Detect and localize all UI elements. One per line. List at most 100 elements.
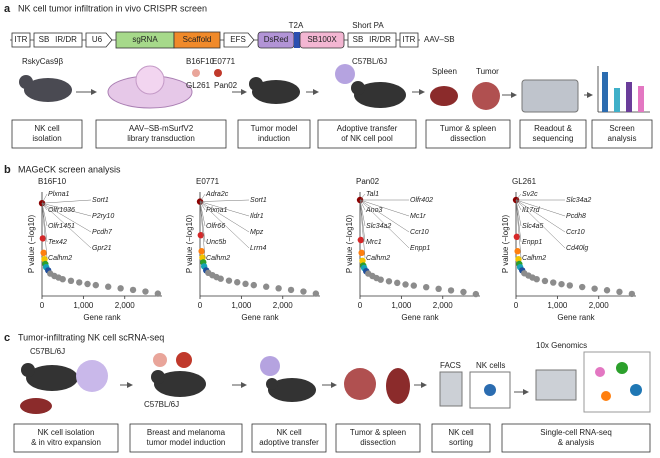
chart-title: GL261 [512, 177, 537, 186]
step-label: AAV–SB-mSurfV2 [129, 124, 194, 133]
x-tick-label: 1,000 [73, 301, 94, 310]
gene-label: Olfr1036 [48, 207, 75, 214]
point [385, 278, 393, 285]
point [447, 287, 455, 294]
construct-part: Scaffold [183, 35, 212, 44]
point [472, 290, 480, 298]
point [76, 279, 83, 286]
leader-line [359, 199, 366, 227]
step-box [335, 423, 421, 453]
panel-letter: c [4, 332, 10, 344]
construct-part: EFS [230, 35, 246, 44]
point [358, 249, 365, 256]
point [591, 285, 598, 292]
point [513, 233, 521, 240]
leader-line [41, 203, 48, 227]
x-tick-label: 0 [358, 301, 363, 310]
step-label: dissection [360, 438, 396, 447]
chart-title: B16F10 [38, 177, 67, 186]
gene-label: Tal1 [366, 191, 379, 198]
leader-line [359, 193, 366, 201]
icon-label: C57BL/6J [352, 57, 387, 66]
leader-line [515, 199, 566, 217]
leader-line [199, 201, 250, 217]
gene-label: Calhm2 [206, 255, 230, 262]
charts: B16F10 P value (−log10) Gene rank 0 1,000 2,0… [27, 177, 636, 322]
point [541, 277, 549, 285]
point [312, 290, 320, 297]
y-axis-label: P value (−log10) [501, 215, 510, 274]
step-label: Breast and melanoma [147, 428, 226, 437]
point [515, 256, 522, 263]
step-label: NK cell [34, 124, 60, 133]
gene-label: Sv2c [522, 191, 538, 198]
icon-label: Tumor [476, 67, 499, 76]
step-box [317, 119, 417, 149]
gene-label: Olfr1451 [48, 223, 75, 230]
step-box [237, 119, 311, 149]
step-label: NK cell [276, 428, 302, 437]
gene-label: Slc34a2 [366, 223, 391, 230]
construct-part: ITR [403, 35, 416, 44]
point [628, 290, 636, 298]
point [217, 275, 224, 282]
gene-label: Sort1 [92, 197, 109, 204]
gene-label: Plxna1 [48, 191, 70, 198]
gene-label: P2ry10 [92, 213, 114, 220]
point [550, 279, 557, 286]
step-label: Tumor & spleen [350, 428, 406, 437]
leader-line [41, 202, 92, 233]
point [40, 249, 47, 256]
point [579, 283, 586, 291]
step-label: Screen [609, 124, 634, 133]
x-tick-label: 0 [514, 301, 519, 310]
step-label: tumor model induction [147, 438, 226, 447]
x-tick-label: 0 [198, 301, 203, 310]
point [423, 284, 430, 291]
point [250, 281, 257, 289]
gene-label: Olfr66 [206, 223, 225, 230]
construct: ITR SB IR/DR U6 sgRNA Scaffold EFS DsRed … [10, 21, 455, 49]
point [59, 276, 66, 283]
step-label: Tumor & spleen [440, 124, 496, 133]
point [225, 277, 233, 284]
leader-line [41, 202, 92, 217]
gene-label: Il17rd [522, 207, 541, 214]
point [377, 276, 384, 283]
icon-label: GL261 [186, 81, 211, 90]
gene-label: Unc5b [206, 239, 226, 246]
construct-part: T2A [289, 21, 304, 30]
step-box [519, 119, 587, 149]
leader-line [359, 199, 366, 211]
point [92, 281, 99, 289]
steps: NK cell isolation& in vitro expansion Bre… [13, 423, 651, 453]
point [198, 248, 205, 255]
construct-part: SB [353, 35, 364, 44]
gene-label: Enpp1 [522, 239, 542, 246]
step-box [13, 423, 119, 453]
point [117, 285, 124, 292]
gene-label: Plxna1 [206, 207, 228, 214]
point [410, 282, 417, 289]
step-label: Adoptive transfer [337, 124, 398, 133]
step-label: sorting [449, 438, 473, 447]
point [199, 254, 206, 261]
chart-title: Pan02 [356, 177, 380, 186]
leader-line [199, 193, 206, 202]
point [105, 283, 112, 290]
point [242, 280, 249, 288]
gene-label: Gpr21 [92, 245, 112, 252]
x-tick-label: 1,000 [391, 301, 412, 310]
step-box [11, 119, 83, 149]
point [287, 286, 295, 294]
construct-part: IR/DR [55, 35, 77, 44]
x-axis-label: Gene rank [83, 313, 121, 322]
panel-letter: b [4, 164, 11, 176]
step-label: of NK cell pool [341, 134, 393, 143]
icon-label: RskyCas9β [22, 57, 63, 66]
x-tick-label: 2,000 [589, 301, 610, 310]
step-label: NK cell isolation [38, 428, 95, 437]
icon-label: B16F10 [186, 57, 215, 66]
point [234, 279, 241, 286]
